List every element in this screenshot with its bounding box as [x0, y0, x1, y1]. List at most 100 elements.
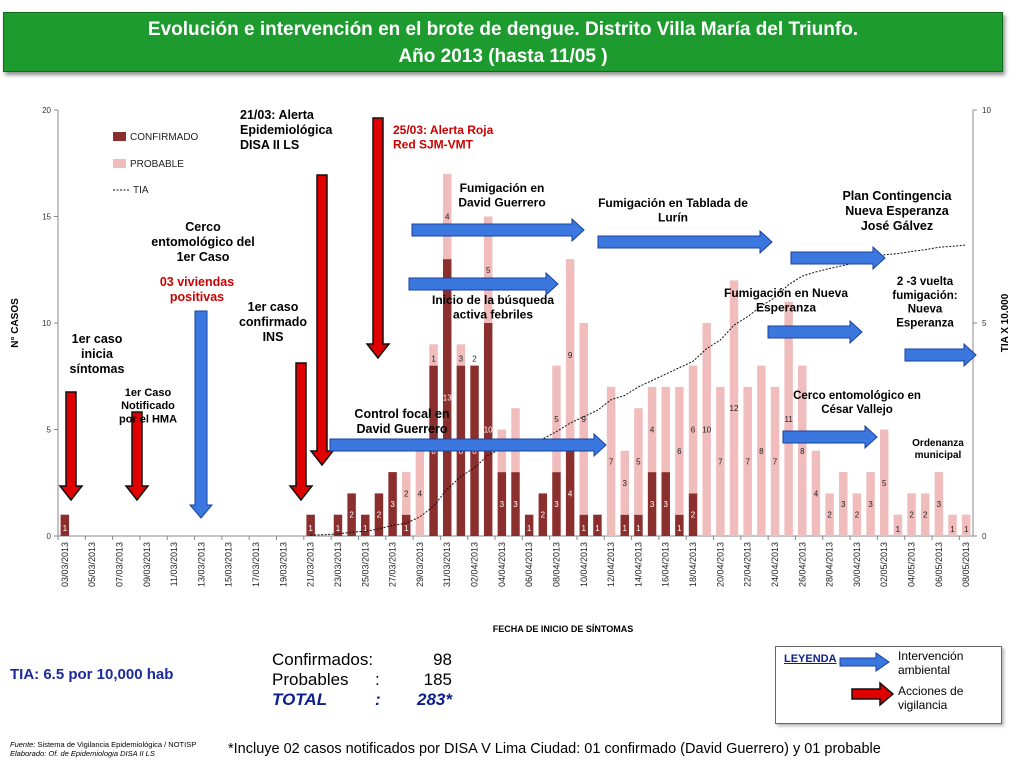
blue-arrow-icon [782, 424, 878, 450]
x-tick-label: 02/04/2013 [470, 542, 480, 587]
y-tick-label: 0 [47, 532, 52, 541]
probable-bar [866, 472, 875, 536]
probable-bar [565, 259, 575, 451]
blue-arrow-icon [188, 310, 214, 519]
x-tick-label: 21/03/2013 [306, 542, 316, 587]
x-tick-label: 17/03/2013 [251, 542, 261, 587]
x-tick-label: 19/03/2013 [278, 542, 288, 587]
title-bar: Evolución e intervención en el brote de … [3, 12, 1003, 72]
probable-bar [647, 386, 657, 473]
x-tick-label: 11/03/2013 [169, 542, 179, 586]
probable-data-label: 9 [582, 415, 587, 424]
confirmado-bar [688, 493, 698, 536]
probable-data-label: 1 [431, 355, 436, 364]
confirmado-data-label: 4 [568, 489, 573, 498]
probable-data-label: 1 [896, 525, 901, 534]
annotation-line: Notificado [121, 400, 175, 412]
annotation-line: Control focal en [354, 407, 449, 421]
confirmado-data-label: 1 [404, 524, 409, 533]
confirmado-bar [579, 514, 589, 536]
probable-data-label: 5 [882, 479, 887, 488]
probable-bar [811, 450, 821, 536]
probable-bar [456, 344, 466, 366]
confirmado-bar [361, 514, 370, 536]
annotation-fum_tablada: Fumigación en Tablada de Lurín [598, 196, 748, 224]
annotation-line: DISA II LS [240, 138, 299, 152]
annotation-line: entomológico del [151, 235, 254, 249]
confirmado-bar [538, 493, 548, 536]
probable-bar [729, 280, 739, 536]
annotation-viviendas: 03 viviendas positivas [160, 275, 234, 304]
annotation-notificado: 1er Caso Notificado por el HMA [119, 387, 177, 425]
probable-data-label: 3 [937, 500, 942, 509]
x-tick-label: 02/05/2013 [879, 542, 889, 587]
annotation-line: Lurín [658, 210, 688, 224]
probable-data-label: 7 [718, 457, 723, 466]
probables-label: Probables [272, 670, 349, 689]
probable-bar [634, 408, 643, 515]
probable-bar [825, 493, 834, 536]
y2-tick-label: 5 [982, 319, 987, 328]
x-tick-label: 29/03/2013 [415, 542, 425, 587]
red-arrow-icon [124, 411, 150, 502]
probable-data-label: 5 [486, 266, 491, 275]
annotation-cerco: Cerco entomológico del 1er Caso [151, 220, 254, 264]
legend-confirmado-label: CONFIRMADO [130, 132, 199, 143]
confirmado-bar [634, 514, 643, 536]
probable-bar [893, 514, 903, 536]
x-tick-label: 22/04/2013 [743, 542, 753, 587]
annotation-control_focal: Control focal en David Guerrero [354, 407, 449, 436]
y-tick-label: 20 [42, 106, 51, 115]
probables-value: 185 [423, 670, 452, 689]
confirmado-data-label: 2 [541, 511, 546, 520]
x-tick-label: 09/03/2013 [142, 542, 152, 587]
annotation-line: 1er Caso [125, 387, 172, 399]
probable-bar [579, 323, 589, 515]
probable-data-label: 9 [568, 351, 573, 360]
probable-data-label: 6 [677, 447, 682, 456]
probable-data-label: 8 [800, 447, 805, 456]
confirmado-data-label: 1 [636, 524, 641, 533]
confirmado-data-label: 3 [390, 500, 395, 509]
blue-arrow-icon [767, 319, 863, 345]
probable-data-label: 4 [650, 426, 655, 435]
x-tick-label: 12/04/2013 [606, 542, 616, 587]
probables-row: Probables : 185 [272, 670, 472, 690]
page-title-line2: Año 2013 (hasta 11/05 ) [398, 46, 608, 67]
y2-tick-label: 10 [982, 106, 991, 115]
probable-bar [716, 386, 725, 536]
annotation-sintomas: 1er caso inicia síntomas [70, 332, 125, 376]
legend-tia-label: TIA [133, 185, 149, 196]
tia-summary: TIA: 6.5 por 10,000 hab [10, 666, 174, 683]
annotation-line: Plan Contingencia [842, 189, 952, 203]
annotation-line: 1er Caso [177, 250, 230, 264]
elaborado-text: Of. de Epidemiologia DISA II LS [48, 749, 155, 758]
probables-separator: : [375, 670, 380, 689]
red-arrow-icon [58, 391, 84, 502]
annotation-line: 2 -3 vuelta [897, 276, 954, 288]
probable-data-label: 3 [868, 500, 873, 509]
x-tick-label: 28/04/2013 [825, 542, 835, 587]
annotation-line: Fumigación en Tablada de [598, 196, 748, 210]
probable-data-label: 4 [445, 213, 450, 222]
annotation-alerta_disa: 21/03: Alerta Epidemiológica DISA II LS [240, 108, 333, 152]
annotation-line: inicia [81, 347, 114, 361]
probable-data-label: 2 [909, 511, 914, 520]
confirmado-bar [306, 514, 315, 536]
annotation-line: fumigación: [892, 290, 957, 302]
confirmado-data-label: 1 [595, 524, 600, 533]
blue-arrow-icon [329, 432, 607, 458]
probable-bar [920, 493, 930, 536]
annotation-fum_dg: Fumigación en David Guerrero [458, 181, 545, 209]
annotation-line: Ordenanza [912, 438, 964, 449]
probable-bar [757, 365, 766, 536]
annotation-line: Nueva Esperanza [845, 204, 950, 218]
confirmado-bar [565, 450, 575, 536]
probable-data-label: 2 [855, 511, 860, 520]
blue-arrow-icon [597, 229, 773, 255]
probable-bar [415, 450, 425, 536]
footnote: *Incluye 02 casos notificados por DISA V… [228, 741, 881, 757]
probable-data-label: 3 [459, 355, 464, 364]
confirmado-bar [333, 514, 343, 536]
